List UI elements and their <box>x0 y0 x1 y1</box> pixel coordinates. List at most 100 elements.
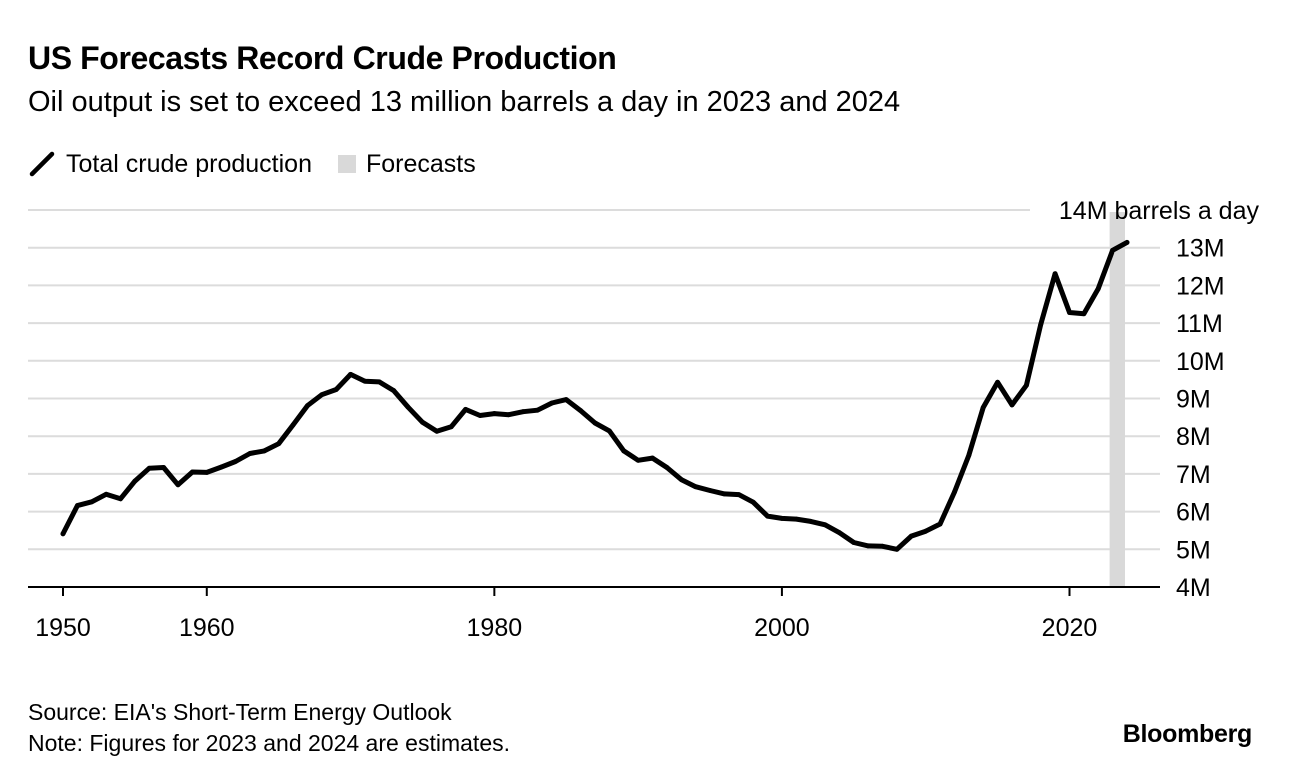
data-point-1959 <box>190 469 195 475</box>
data-point-2004 <box>837 530 842 536</box>
data-point-1963 <box>247 451 253 456</box>
forecast-band <box>1109 212 1125 587</box>
data-point-1950 <box>60 531 66 537</box>
data-point-1993 <box>678 477 684 482</box>
data-point-2011 <box>937 521 943 527</box>
data-point-1997 <box>736 492 742 498</box>
y-tick-label-10: 10M <box>1176 348 1225 376</box>
estimate-note: Note: Figures for 2023 and 2024 are esti… <box>28 730 511 756</box>
data-point-1990 <box>635 457 641 463</box>
data-point-1954 <box>118 496 123 502</box>
data-point-2013 <box>966 453 972 458</box>
data-point-1994 <box>693 484 699 490</box>
data-point-1953 <box>103 491 109 497</box>
data-point-1981 <box>506 412 512 418</box>
legend: Total crude production Forecasts <box>28 147 502 181</box>
data-point-1989 <box>621 448 627 454</box>
data-point-1976 <box>434 428 440 434</box>
data-point-2001 <box>793 516 799 522</box>
chart-title: US Forecasts Record Crude Production <box>28 40 617 76</box>
data-point-2003 <box>822 522 828 528</box>
source-note: Source: EIA's Short-Term Energy Outlook <box>28 699 452 725</box>
bloomberg-logo: Bloomberg <box>1122 720 1253 748</box>
chart-subtitle: Oil output is set to exceed 13 million b… <box>28 86 901 118</box>
data-point-2010 <box>923 528 929 534</box>
x-tick-label-2000: 2000 <box>754 614 810 642</box>
data-point-2000 <box>779 515 785 521</box>
x-axis <box>28 586 1160 596</box>
data-point-1972 <box>376 379 382 385</box>
data-point-1992 <box>664 465 670 470</box>
y-tick-label-8: 8M <box>1176 423 1211 451</box>
data-point-1985 <box>563 397 569 403</box>
data-point-1975 <box>420 419 425 425</box>
data-point-2008 <box>894 546 900 552</box>
data-point-2023 <box>1110 247 1116 253</box>
data-point-1973 <box>391 388 397 393</box>
data-point-1964 <box>261 448 267 454</box>
y-tick-label-9: 9M <box>1176 386 1211 414</box>
data-point-2015 <box>995 379 1000 385</box>
data-point-2006 <box>865 543 871 549</box>
data-point-1986 <box>578 408 584 413</box>
data-point-1983 <box>535 407 540 413</box>
legend-item-production: Total crude production <box>28 150 312 179</box>
data-point-2014 <box>980 405 986 410</box>
series-layer <box>60 239 1130 552</box>
data-point-1984 <box>549 400 555 406</box>
data-point-2009 <box>908 533 914 539</box>
data-point-2020 <box>1067 310 1072 315</box>
data-point-2024 <box>1124 240 1130 245</box>
y-tick-label-13: 13M <box>1176 235 1225 263</box>
tick-labels: 1950 1960 1980 2000 2020 4M 5M 6M 7M 8M 9M 10M 11M 12… <box>35 197 1259 642</box>
data-point-1988 <box>606 428 612 434</box>
y-tick-label-12: 12M <box>1176 272 1225 300</box>
data-point-2007 <box>880 543 885 549</box>
data-point-1970 <box>348 371 353 377</box>
data-point-1962 <box>233 459 238 464</box>
data-point-2021 <box>1081 311 1087 317</box>
gridlines <box>28 209 1160 551</box>
data-point-1952 <box>89 499 95 505</box>
line-chart: 1950 1960 1980 2000 2020 4M 5M 6M 7M 8M 9M 10M 11M 12… <box>28 197 1259 642</box>
forecast-swatch-icon <box>337 155 356 173</box>
data-point-1960 <box>204 469 210 475</box>
data-point-1966 <box>290 422 296 428</box>
data-point-1982 <box>520 409 526 415</box>
y-tick-label-4: 4M <box>1176 574 1211 602</box>
data-point-1996 <box>722 491 727 497</box>
y-tick-label-6: 6M <box>1176 499 1211 527</box>
data-point-2005 <box>851 540 857 545</box>
legend-label-forecasts: Forecasts <box>365 149 476 178</box>
x-tick-label-1960: 1960 <box>179 614 235 642</box>
data-point-1971 <box>362 378 368 384</box>
data-point-2019 <box>1052 271 1058 277</box>
data-point-1969 <box>333 387 339 392</box>
data-point-1977 <box>448 424 454 430</box>
data-point-2017 <box>1023 382 1029 388</box>
x-tick-label-1950: 1950 <box>35 614 91 642</box>
data-point-1955 <box>132 478 138 484</box>
line-series-icon <box>29 151 55 177</box>
data-point-1968 <box>319 392 325 398</box>
data-point-2018 <box>1038 322 1044 328</box>
data-point-1956 <box>146 465 152 471</box>
legend-item-forecasts: Forecasts <box>337 149 476 179</box>
y-tick-label-5: 5M <box>1176 536 1211 564</box>
data-point-1991 <box>650 455 655 461</box>
data-point-1974 <box>405 404 411 410</box>
data-point-1967 <box>305 403 310 409</box>
data-point-2012 <box>952 489 957 495</box>
data-point-2002 <box>808 519 814 524</box>
y-tick-label-7: 7M <box>1176 461 1211 489</box>
data-point-2016 <box>1009 402 1015 408</box>
data-point-1995 <box>707 488 713 493</box>
data-point-1998 <box>750 499 756 505</box>
data-point-1961 <box>218 464 224 470</box>
forecast-band-layer <box>1109 212 1125 587</box>
x-tick-label-2020: 2020 <box>1042 614 1098 642</box>
data-point-1979 <box>477 413 483 418</box>
data-point-1957 <box>161 465 167 470</box>
data-point-1958 <box>175 482 181 488</box>
data-point-1999 <box>765 513 770 519</box>
